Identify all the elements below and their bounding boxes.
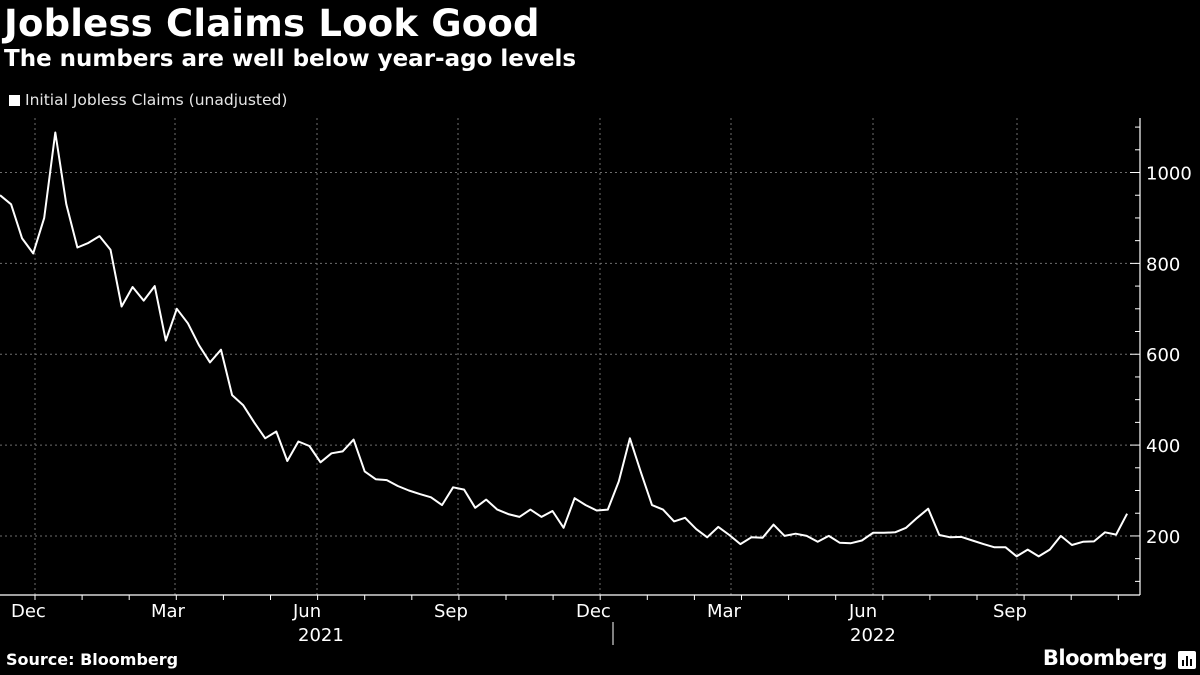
source-note: Source: Bloomberg — [6, 650, 179, 669]
x-tick-label: Sep — [434, 601, 468, 622]
y-tick-label: 600 — [1146, 345, 1180, 366]
x-tick-label: Mar — [707, 601, 742, 622]
x-tick-label: Dec — [11, 601, 46, 622]
series-line-initial-jobless-claims — [0, 131, 1128, 558]
legend-label: Initial Jobless Claims (unadjusted) — [25, 91, 288, 109]
year-label: 2022 — [850, 625, 896, 646]
year-label: 2021 — [298, 625, 344, 646]
y-tick-label: 1000 — [1146, 164, 1192, 185]
y-tick-label: 400 — [1146, 436, 1180, 457]
chart-subtitle: The numbers are well below year-ago leve… — [4, 46, 577, 72]
bloomberg-chart-icon — [1178, 651, 1196, 669]
x-tick-label: Jun — [848, 601, 877, 622]
bloomberg-logo: Bloomberg — [1042, 646, 1168, 670]
x-tick-label: Mar — [151, 601, 186, 622]
x-tick-label: Jun — [292, 601, 321, 622]
x-tick-label: Dec — [576, 601, 611, 622]
x-tick-label: Sep — [993, 601, 1027, 622]
legend: Initial Jobless Claims (unadjusted) — [9, 91, 287, 109]
chart-title: Jobless Claims Look Good — [4, 2, 540, 45]
y-tick-label: 200 — [1146, 527, 1180, 548]
legend-swatch — [9, 94, 20, 106]
y-tick-label: 800 — [1146, 254, 1180, 275]
